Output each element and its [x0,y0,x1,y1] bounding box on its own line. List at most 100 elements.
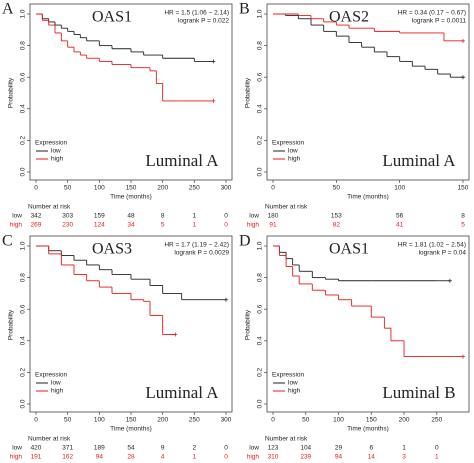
y-tick-label: 0.0 [20,167,27,176]
risk-count: 91 [269,222,277,229]
x-tick-label: 200 [157,185,168,192]
y-tick-label: 1.0 [20,9,27,18]
y-tick-label: 0.6 [257,72,264,81]
x-tick-label: 50 [64,417,72,424]
legend-title: Expression [272,372,305,379]
risk-count: 162 [62,454,73,461]
risk-count: 56 [396,213,404,220]
x-tick-label: 0 [34,417,38,424]
risk-count: 41 [396,222,404,229]
x-tick-label: 100 [394,185,405,192]
risk-count: 94 [335,454,343,461]
risk-count: 29 [335,445,343,452]
y-axis-title: Probability [245,309,252,340]
censor-mark [461,354,465,359]
x-tick-label: 150 [458,185,469,192]
risk-count: 0 [224,454,228,461]
x-tick-label: 150 [126,185,137,192]
x-tick-label: 100 [94,185,105,192]
risk-count: 82 [333,222,341,229]
censor-mark [224,297,228,302]
panel-label: C [2,233,13,250]
y-tick-label: 0.8 [20,273,27,282]
y-tick-label: 0.4 [20,104,27,113]
risk-count: 191 [31,454,42,461]
legend-title: Expression [35,140,68,147]
risk-count: 310 [268,454,279,461]
risk-count: 8 [161,213,165,220]
risk-table-title: Number at risk [265,204,308,211]
y-tick-label: 0.2 [257,136,264,145]
x-tick-label: 0 [34,185,38,192]
panel-label: D [239,233,251,250]
subtitle: Luminal A [145,151,219,170]
y-axis-title: Probability [8,309,15,340]
censor-mark [461,75,465,80]
risk-row-name: low [12,213,22,220]
y-tick-label: 0.4 [20,336,27,345]
x-tick-label: 0 [271,185,275,192]
y-tick-label: 0.0 [20,399,27,408]
plot-frame [266,235,470,413]
risk-count: 48 [127,213,135,220]
logrank-p: logrank P = 0.0029 [174,250,229,257]
y-tick-label: 0.6 [20,72,27,81]
risk-count: 230 [62,222,73,229]
x-tick-label: 0 [271,417,275,424]
panel-title: OAS1 [92,9,132,26]
x-tick-label: 300 [221,185,232,192]
censor-mark [447,278,452,283]
y-axis-title: Probability [8,77,15,108]
plot-frame [266,3,470,181]
panel-label: A [2,1,14,18]
x-axis-title: Time (months) [347,194,389,201]
risk-table-title: Number at risk [265,436,308,443]
legend-entry: high [51,156,64,163]
risk-count: 4 [161,454,165,461]
risk-count: 0 [224,213,228,220]
risk-count: 0 [224,445,228,452]
panel-title: OAS2 [329,9,369,26]
x-tick-label: 50 [64,185,72,192]
risk-count: 371 [62,445,73,452]
km-panel: D OAS1 HR = 1.81 (1.02 − 2.54)logrank P = … [239,233,470,461]
x-tick-label: 50 [333,185,341,192]
hazard-ratio: HR = 1.5 (1.06 − 2.14) [164,10,229,17]
y-tick-label: 0.4 [257,104,264,113]
x-tick-label: 200 [157,417,168,424]
y-axis-title: Probability [245,77,252,108]
risk-count: 3 [402,454,406,461]
risk-count: 0 [435,445,439,452]
risk-count: 94 [96,454,104,461]
logrank-p: logrank P = 0.04 [419,250,467,257]
risk-count: 1 [402,445,406,452]
censor-mark [211,98,216,103]
risk-table-title: Number at risk [28,204,71,211]
legend-entry: low [51,380,61,387]
y-tick-label: 0.0 [257,399,264,408]
x-tick-label: 100 [333,417,344,424]
legend-title: Expression [272,140,305,147]
risk-row-name: low [249,445,259,452]
risk-count: 303 [62,213,73,220]
y-tick-label: 0.8 [20,41,27,50]
legend-entry: low [288,380,298,387]
y-tick-label: 1.0 [20,241,27,250]
x-tick-label: 150 [366,417,377,424]
risk-count: 1 [193,454,197,461]
logrank-p: logrank P = 0.022 [178,18,229,25]
risk-count: 239 [300,454,311,461]
y-tick-label: 0.4 [257,336,264,345]
risk-row-name: low [249,213,259,220]
risk-table-title: Number at risk [28,436,71,443]
panel-title: OAS3 [92,241,132,258]
y-tick-label: 0.6 [20,304,27,313]
legend-entry: high [51,388,64,395]
hazard-ratio: HR = 1.7 (1.19 − 2.42) [164,242,229,249]
risk-count: 1 [193,213,197,220]
risk-count: 0 [224,222,228,229]
y-tick-label: 0.6 [257,304,264,313]
x-axis-title: Time (months) [110,194,152,201]
x-tick-label: 300 [221,417,232,424]
